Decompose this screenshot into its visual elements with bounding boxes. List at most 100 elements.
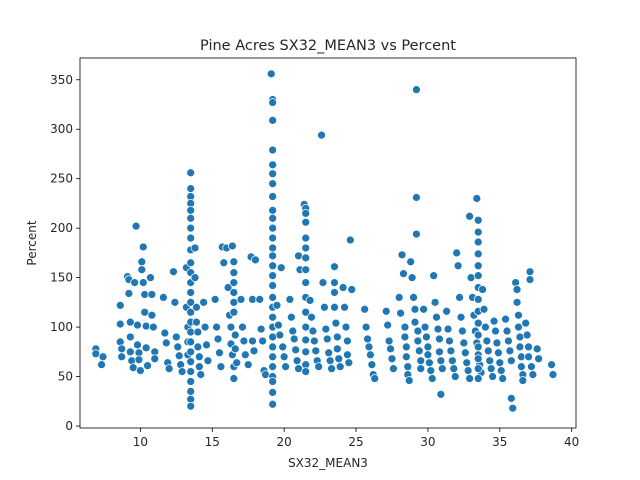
data-point [446, 346, 456, 356]
data-point [268, 223, 278, 233]
data-point [229, 288, 239, 297]
x-tick-label: 25 [348, 435, 363, 449]
data-point [232, 358, 242, 368]
data-point [301, 265, 311, 275]
data-point [436, 356, 446, 366]
data-point [281, 362, 290, 372]
data-point [268, 160, 278, 170]
data-point [518, 376, 528, 385]
data-point [268, 179, 278, 189]
data-point [301, 243, 311, 253]
data-point [230, 344, 240, 354]
data-point [412, 229, 421, 239]
data-point [366, 350, 375, 360]
data-point [171, 332, 181, 342]
data-point [186, 205, 196, 215]
data-point [186, 401, 196, 411]
data-point [186, 367, 196, 376]
data-point [268, 243, 278, 253]
data-point [473, 295, 483, 304]
data-point [450, 372, 460, 381]
data-point [481, 322, 490, 332]
data-point [301, 278, 311, 287]
data-point [433, 324, 443, 334]
data-point [268, 388, 278, 397]
data-point [495, 358, 505, 368]
data-point [455, 293, 464, 302]
data-point [117, 352, 127, 362]
data-point [229, 374, 239, 383]
data-point [268, 115, 278, 125]
data-point [410, 317, 420, 327]
data-point [268, 293, 278, 302]
data-point [516, 362, 526, 372]
data-point [463, 366, 473, 375]
data-point [384, 336, 394, 346]
data-point [266, 69, 276, 79]
data-point [410, 304, 420, 314]
y-axis-label: Percent [25, 220, 39, 265]
data-point [423, 350, 433, 360]
data-point [268, 98, 278, 107]
points-layer [91, 69, 558, 413]
data-point [134, 355, 144, 365]
data-point [514, 322, 523, 332]
data-point [381, 306, 391, 316]
data-point [239, 336, 249, 346]
data-point [363, 334, 372, 344]
data-point [426, 366, 436, 375]
data-point [115, 300, 125, 310]
data-point [148, 322, 158, 332]
data-point [274, 320, 283, 330]
y-tick-label: 50 [58, 370, 73, 384]
data-point [383, 320, 393, 330]
data-point [278, 342, 288, 352]
data-point [301, 217, 311, 227]
data-point [442, 306, 451, 316]
data-point [345, 235, 355, 245]
data-point [229, 307, 239, 317]
data-point [200, 322, 210, 332]
data-point [186, 258, 196, 268]
y-axis-ticks: 0 50 100 150 200 250 300 350 [50, 73, 80, 433]
data-point [268, 205, 278, 215]
data-point [147, 290, 157, 299]
data-point [314, 362, 324, 372]
data-point [516, 352, 526, 362]
data-point [190, 243, 200, 253]
data-point [343, 350, 352, 360]
data-point [143, 361, 152, 371]
data-point [466, 273, 476, 283]
data-point [301, 253, 311, 263]
data-point [268, 342, 278, 352]
data-point [473, 342, 483, 352]
data-point [436, 389, 446, 399]
data-point [268, 399, 278, 409]
data-point [344, 358, 354, 368]
data-point [506, 393, 516, 403]
y-tick-label: 200 [50, 221, 73, 235]
data-point [493, 348, 503, 358]
data-point [340, 302, 349, 312]
data-point [223, 283, 233, 292]
data-point [268, 271, 278, 281]
data-point [473, 271, 483, 281]
data-point [308, 326, 318, 336]
data-point [301, 335, 311, 345]
data-point [508, 403, 518, 413]
y-tick-label: 150 [50, 271, 73, 285]
data-point [456, 312, 466, 322]
data-point [483, 346, 493, 356]
data-point [91, 349, 101, 359]
data-point [202, 340, 211, 350]
data-point [141, 343, 151, 353]
data-point [226, 322, 236, 332]
data-point [229, 268, 239, 278]
data-point [301, 322, 311, 332]
data-point [125, 347, 135, 357]
data-point [473, 215, 483, 225]
data-point [412, 193, 421, 202]
data-point [432, 312, 441, 322]
data-point [332, 332, 342, 342]
data-point [527, 362, 536, 372]
